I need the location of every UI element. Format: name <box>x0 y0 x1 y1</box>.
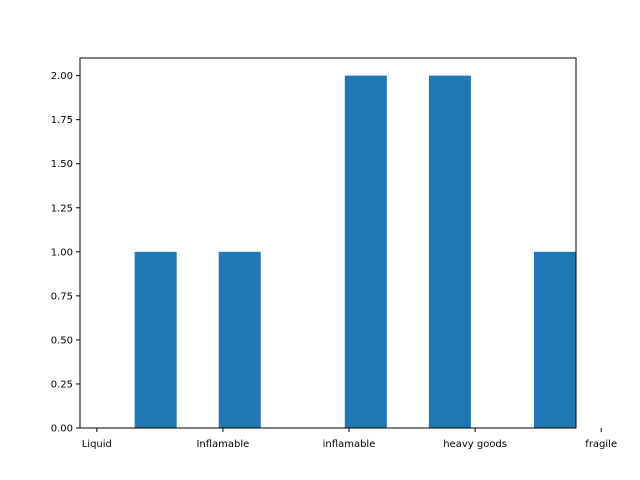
y-tick-label: 0.25 <box>51 379 73 390</box>
x-tick-label: Inflamable <box>196 439 249 450</box>
y-tick-label: 2.00 <box>51 71 73 82</box>
y-tick-label: 0.00 <box>51 424 73 435</box>
x-tick-label: inflamable <box>323 439 376 450</box>
x-tick-label: heavy goods <box>443 439 507 450</box>
x-tick-label: fragile <box>585 439 617 450</box>
bar-heavy-goods <box>428 75 471 428</box>
y-axis: 0.00 0.25 0.50 0.75 1.00 1.25 1.50 1.75 2.00 <box>51 71 80 435</box>
y-tick-label: 1.50 <box>51 159 73 170</box>
bar-fragile <box>533 251 576 428</box>
x-tick-label: Liquid <box>82 439 112 450</box>
y-tick-label: 0.50 <box>51 335 73 346</box>
bar-inflamable <box>344 75 387 428</box>
y-tick-label: 1.25 <box>51 203 73 214</box>
plot-frame <box>79 57 577 429</box>
y-tick-label: 1.00 <box>51 247 73 258</box>
x-axis: Liquid Inflamable inflamable heavy goods fra… <box>82 428 617 450</box>
y-tick-label: 0.75 <box>51 291 73 302</box>
y-tick-label: 1.75 <box>51 115 73 126</box>
bar-liquid <box>134 251 177 428</box>
bar-inflamable <box>218 251 261 428</box>
bars-group <box>134 75 576 428</box>
